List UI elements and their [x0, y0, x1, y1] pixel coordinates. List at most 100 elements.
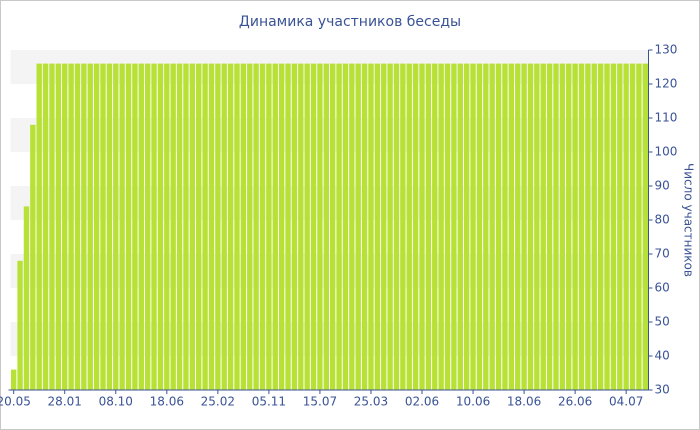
bar	[546, 63, 553, 390]
bar	[578, 63, 585, 390]
bar	[508, 63, 515, 390]
y-tick-label: 100	[655, 145, 678, 159]
bar	[419, 63, 425, 390]
bar	[559, 63, 566, 390]
bar	[11, 369, 17, 390]
bar	[138, 63, 144, 390]
bar	[489, 63, 495, 390]
bar	[527, 63, 534, 390]
bar	[196, 63, 202, 390]
bar	[412, 63, 419, 390]
bar	[540, 63, 546, 390]
bar	[355, 63, 361, 390]
bar	[617, 63, 623, 390]
bar	[278, 63, 285, 390]
grid-band	[10, 254, 649, 288]
bar	[23, 206, 30, 390]
bar	[323, 63, 329, 390]
bar	[342, 63, 349, 390]
bar	[100, 63, 106, 390]
bar	[381, 63, 387, 390]
bar	[81, 63, 87, 390]
x-tick-label: 08.10	[99, 395, 133, 409]
bar	[521, 63, 527, 390]
bar	[42, 63, 49, 390]
grid-band	[10, 186, 649, 220]
x-tick-label: 04.07	[609, 395, 643, 409]
bar	[451, 63, 457, 390]
x-tick-label: 20.05	[0, 395, 31, 409]
x-tick-label: 10.06	[456, 395, 490, 409]
bar	[470, 63, 476, 390]
bar	[368, 63, 374, 390]
y-tick-label: 70	[655, 247, 670, 261]
bar	[62, 63, 68, 390]
bar	[87, 63, 93, 390]
bar	[502, 63, 508, 390]
x-tick-label: 26.06	[558, 395, 592, 409]
bar	[30, 124, 36, 391]
bar	[208, 63, 215, 390]
bar	[483, 63, 489, 390]
bar	[74, 63, 81, 390]
bar	[610, 63, 617, 390]
bar	[604, 63, 610, 390]
bar	[457, 63, 463, 390]
bar	[432, 63, 438, 390]
grid-band	[10, 50, 649, 84]
bar	[476, 63, 483, 390]
bar	[170, 63, 176, 390]
bar	[285, 63, 291, 390]
bar	[272, 63, 278, 390]
bar	[495, 63, 502, 390]
bar	[349, 63, 355, 390]
y-tick-label: 80	[655, 213, 670, 227]
bar	[425, 63, 432, 390]
bar	[642, 63, 648, 390]
bar	[55, 63, 62, 390]
bar	[585, 63, 591, 390]
bar	[189, 63, 196, 390]
bar	[164, 63, 170, 390]
bar	[534, 63, 540, 390]
y-tick-label: 130	[655, 43, 678, 57]
bar	[106, 63, 113, 390]
y-tick-label: 90	[655, 179, 670, 193]
bar	[438, 63, 444, 390]
bar	[221, 63, 227, 390]
bar	[304, 63, 310, 390]
bar	[591, 63, 597, 390]
x-tick-label: 02.06	[405, 395, 439, 409]
bar	[215, 63, 221, 390]
bar	[151, 63, 157, 390]
grid-band	[10, 118, 649, 152]
x-tick-label: 18.06	[507, 395, 541, 409]
plot-area	[10, 50, 649, 391]
y-tick-label: 60	[655, 281, 670, 295]
bar	[132, 63, 138, 390]
bar	[330, 63, 336, 390]
bar	[629, 63, 636, 390]
bar	[317, 63, 323, 390]
bar	[291, 63, 298, 390]
bar	[361, 63, 368, 390]
bar	[93, 63, 100, 390]
bar	[240, 63, 247, 390]
bar	[202, 63, 208, 390]
bar	[49, 63, 55, 390]
bar	[463, 63, 470, 390]
x-tick-label: 15.07	[303, 395, 337, 409]
bar	[553, 63, 559, 390]
x-tick-label: 18.06	[150, 395, 184, 409]
grid-band	[10, 322, 649, 356]
y-tick-label: 30	[655, 383, 670, 397]
bar	[336, 63, 342, 390]
bar	[183, 63, 189, 390]
bar	[374, 63, 381, 390]
bar	[125, 63, 132, 390]
bar	[515, 63, 521, 390]
bar	[234, 63, 240, 390]
y-axis-label: Число участников	[682, 163, 696, 277]
bar	[176, 63, 183, 390]
